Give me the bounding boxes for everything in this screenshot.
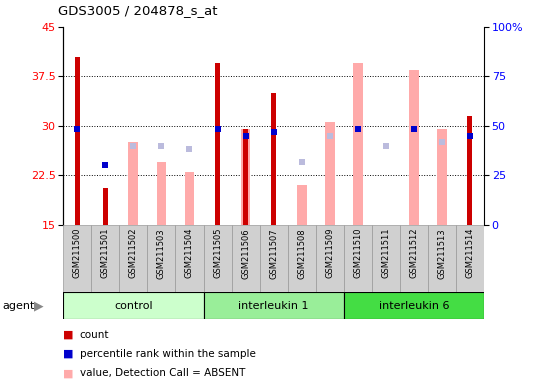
Text: GSM211509: GSM211509 xyxy=(325,228,334,278)
Text: ▶: ▶ xyxy=(34,299,44,312)
Text: GSM211511: GSM211511 xyxy=(381,228,390,278)
Bar xyxy=(185,172,194,225)
Text: GSM211502: GSM211502 xyxy=(129,228,138,278)
FancyBboxPatch shape xyxy=(119,225,147,292)
Text: GSM211503: GSM211503 xyxy=(157,228,166,279)
Bar xyxy=(325,122,334,225)
FancyBboxPatch shape xyxy=(147,225,175,292)
Text: GSM211510: GSM211510 xyxy=(353,228,362,278)
Text: GSM211508: GSM211508 xyxy=(297,228,306,279)
FancyBboxPatch shape xyxy=(400,225,428,292)
FancyBboxPatch shape xyxy=(204,225,232,292)
Text: count: count xyxy=(80,330,109,340)
FancyBboxPatch shape xyxy=(456,225,484,292)
Bar xyxy=(75,56,80,225)
FancyBboxPatch shape xyxy=(344,292,484,319)
Bar xyxy=(103,189,108,225)
FancyBboxPatch shape xyxy=(91,225,119,292)
Text: GSM211507: GSM211507 xyxy=(269,228,278,279)
Bar xyxy=(129,142,138,225)
Text: GSM211513: GSM211513 xyxy=(437,228,447,279)
FancyBboxPatch shape xyxy=(260,225,288,292)
FancyBboxPatch shape xyxy=(63,225,91,292)
Text: GSM211506: GSM211506 xyxy=(241,228,250,279)
Text: value, Detection Call = ABSENT: value, Detection Call = ABSENT xyxy=(80,368,245,378)
Text: GSM211512: GSM211512 xyxy=(409,228,419,278)
Text: control: control xyxy=(114,301,153,311)
FancyBboxPatch shape xyxy=(344,225,372,292)
FancyBboxPatch shape xyxy=(175,225,204,292)
FancyBboxPatch shape xyxy=(316,225,344,292)
Text: GSM211514: GSM211514 xyxy=(465,228,475,278)
FancyBboxPatch shape xyxy=(288,225,316,292)
Text: GSM211504: GSM211504 xyxy=(185,228,194,278)
Bar xyxy=(437,129,447,225)
Bar xyxy=(215,63,220,225)
FancyBboxPatch shape xyxy=(428,225,456,292)
Bar xyxy=(353,63,362,225)
Bar xyxy=(271,93,276,225)
Bar xyxy=(157,162,166,225)
FancyBboxPatch shape xyxy=(63,292,484,319)
Text: interleukin 6: interleukin 6 xyxy=(378,301,449,311)
Text: ■: ■ xyxy=(63,330,74,340)
Text: GSM211500: GSM211500 xyxy=(73,228,82,278)
Bar xyxy=(241,129,250,225)
FancyBboxPatch shape xyxy=(204,292,344,319)
FancyBboxPatch shape xyxy=(232,225,260,292)
Text: GDS3005 / 204878_s_at: GDS3005 / 204878_s_at xyxy=(58,4,217,17)
Bar xyxy=(243,129,248,225)
Bar xyxy=(297,185,306,225)
Text: GSM211505: GSM211505 xyxy=(213,228,222,278)
Text: ■: ■ xyxy=(63,368,74,378)
Text: percentile rank within the sample: percentile rank within the sample xyxy=(80,349,256,359)
Text: GSM211501: GSM211501 xyxy=(101,228,110,278)
Bar xyxy=(468,116,472,225)
Text: interleukin 1: interleukin 1 xyxy=(238,301,309,311)
Text: agent: agent xyxy=(3,301,35,311)
FancyBboxPatch shape xyxy=(372,225,400,292)
Text: ■: ■ xyxy=(63,349,74,359)
Bar xyxy=(409,70,419,225)
FancyBboxPatch shape xyxy=(63,292,204,319)
